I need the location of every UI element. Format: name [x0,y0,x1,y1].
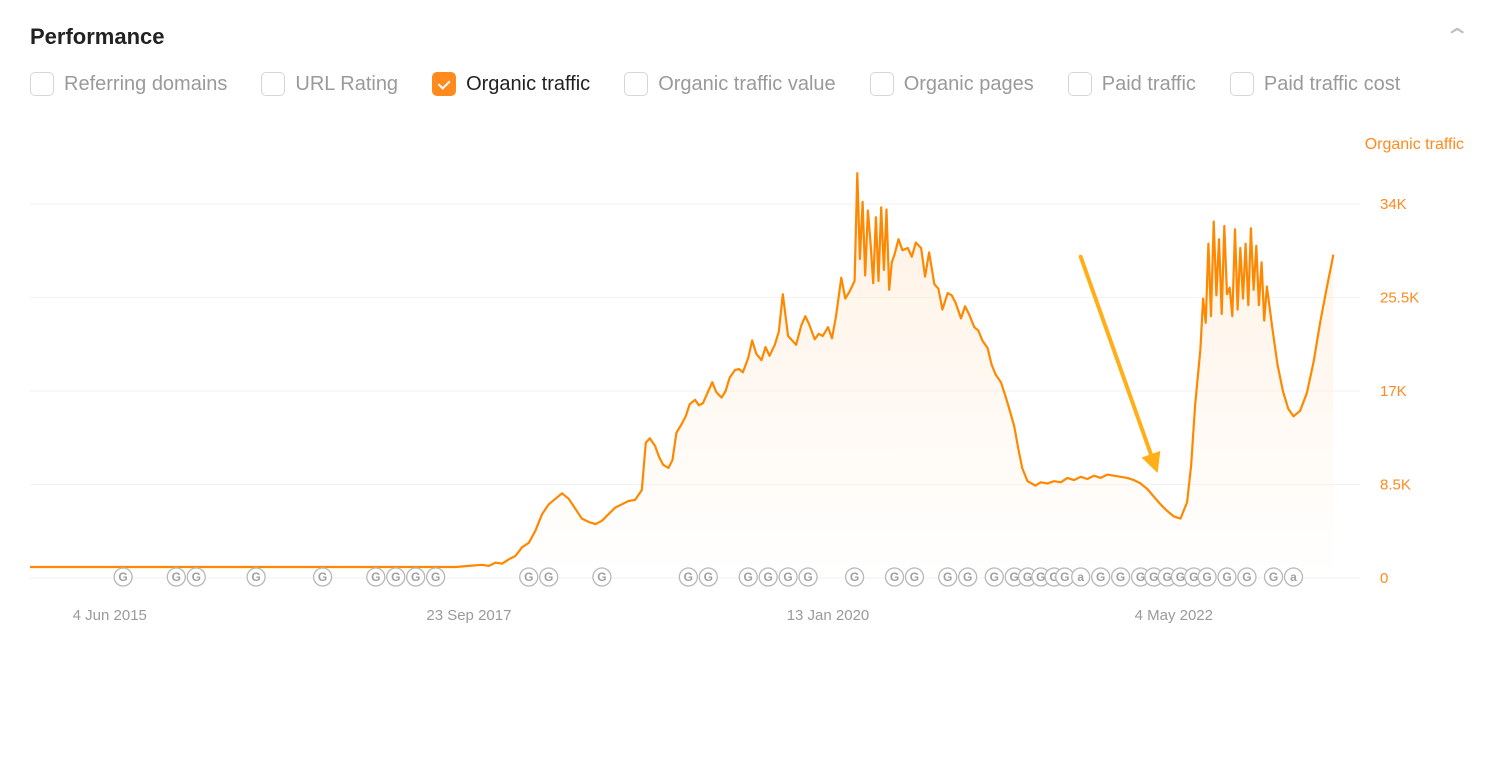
checkbox[interactable] [624,72,648,96]
update-marker-label: G [704,570,713,584]
filter-url-rating[interactable]: URL Rating [261,72,398,96]
update-marker-label: G [1010,570,1019,584]
update-marker-label: G [391,570,400,584]
update-marker-label: G [1269,570,1278,584]
update-marker-label: G [943,570,952,584]
filter-label: Paid traffic cost [1264,73,1400,96]
filter-label: Organic traffic [466,73,590,96]
checkbox[interactable] [1068,72,1092,96]
update-marker-label: G [544,570,553,584]
filter-paid-traffic-cost[interactable]: Paid traffic cost [1230,72,1400,96]
update-marker-label: G [1060,570,1069,584]
update-marker-label: G [524,570,533,584]
x-tick-label: 4 May 2022 [1135,607,1213,624]
annotation-arrow [1081,257,1154,463]
chart-legend: Organic traffic [30,136,1466,154]
update-marker-label: G [1096,570,1105,584]
update-marker-label: G [990,570,999,584]
page-title: Performance [30,24,165,50]
x-tick-label: 4 Jun 2015 [73,607,147,624]
update-marker-label: G [192,570,201,584]
update-marker-label: G [890,570,899,584]
checkbox[interactable] [1230,72,1254,96]
update-marker-label: a [1077,570,1084,584]
checkbox[interactable] [432,72,456,96]
update-marker-label: G [1149,570,1158,584]
update-marker-label: G [1176,570,1185,584]
y-tick-label: 25.5K [1380,290,1419,307]
update-marker-label: G [1202,570,1211,584]
filter-label: Organic pages [904,73,1034,96]
update-marker-label: G [411,570,420,584]
update-marker-label: G [1116,570,1125,584]
y-tick-label: 34K [1380,196,1407,213]
update-marker-label: G [963,570,972,584]
update-marker-label: G [251,570,260,584]
y-tick-label: 17K [1380,383,1407,400]
update-marker-label: G [803,570,812,584]
filter-row: Referring domains URL Rating Organic traff… [30,72,1466,96]
update-marker-label: G [684,570,693,584]
update-marker-label: G [1036,570,1045,584]
update-marker-label: G [318,570,327,584]
chart-area [30,173,1333,578]
update-marker-label: G [597,570,606,584]
filter-label: Referring domains [64,73,227,96]
filter-organic-traffic[interactable]: Organic traffic [432,72,590,96]
update-marker-label: G [118,570,127,584]
update-marker-label: G [371,570,380,584]
update-marker-label: G [172,570,181,584]
update-marker-label: G [783,570,792,584]
x-tick-label: 23 Sep 2017 [426,607,511,624]
update-marker-label: G [1023,570,1032,584]
update-marker-label: G [1222,570,1231,584]
update-marker-label: G [1189,570,1198,584]
update-marker-label: a [1290,570,1297,584]
y-tick-label: 8.5K [1380,477,1411,494]
checkbox[interactable] [261,72,285,96]
update-marker-label: G [1162,570,1171,584]
filter-organic-traffic-value[interactable]: Organic traffic value [624,72,836,96]
collapse-icon[interactable]: ⌃ [1443,24,1471,50]
filter-label: Organic traffic value [658,73,836,96]
filter-organic-pages[interactable]: Organic pages [870,72,1034,96]
update-marker-label: G [850,570,859,584]
update-marker-label: G [910,570,919,584]
update-marker-label: G [1242,570,1251,584]
traffic-chart: 0 8.5K 17K 25.5K 34K 4 Jun 2015 23 Sep 2017 13 … [30,160,1466,630]
checkbox[interactable] [30,72,54,96]
filter-paid-traffic[interactable]: Paid traffic [1068,72,1196,96]
update-marker-label: G [1136,570,1145,584]
filter-label: URL Rating [295,73,398,96]
checkbox[interactable] [870,72,894,96]
y-tick-label: 0 [1380,570,1388,587]
update-marker-label: G [763,570,772,584]
filter-label: Paid traffic [1102,73,1196,96]
x-tick-label: 13 Jan 2020 [787,607,870,624]
update-marker-label: G [431,570,440,584]
update-marker-label: G [744,570,753,584]
filter-referring-domains[interactable]: Referring domains [30,72,227,96]
